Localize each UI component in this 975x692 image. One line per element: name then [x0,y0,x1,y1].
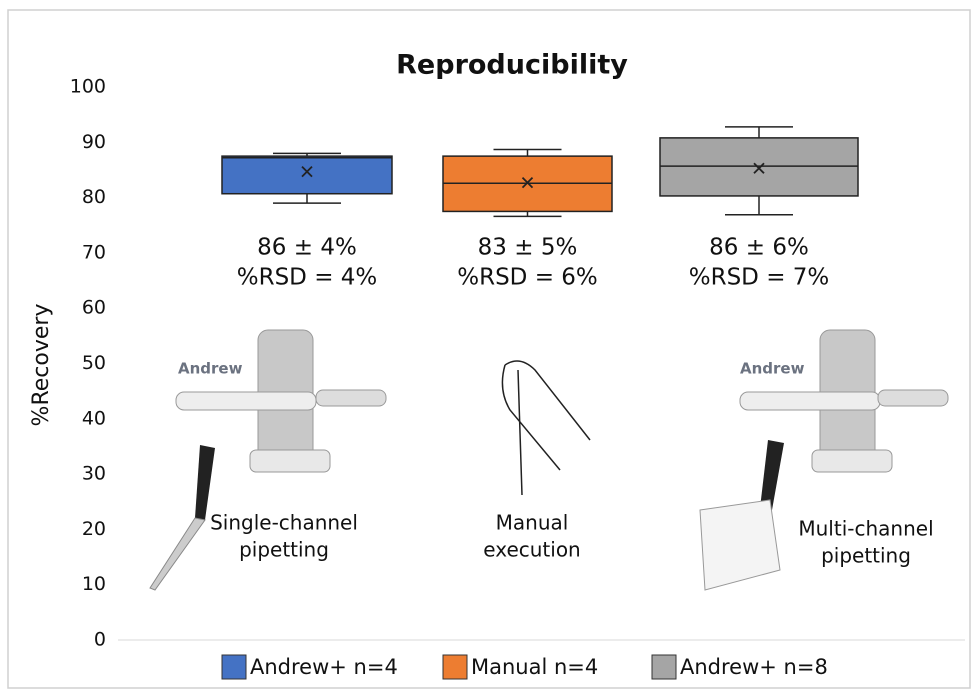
y-tick-label: 20 [82,518,106,540]
caption: Multi-channel [798,517,933,541]
caption: execution [483,538,580,562]
y-tick-label: 90 [82,131,106,153]
y-axis-label: %Recovery [29,304,54,427]
y-tick-label: 0 [94,629,106,651]
y-tick-label: 10 [82,573,106,595]
logo-text: Andrew [178,360,243,378]
y-tick-label: 60 [82,297,106,319]
legend-label: Andrew+ n=4 [250,655,398,679]
chart: Reproducibility %Recovery 0 10 20 30 40 50 60 7… [0,0,975,692]
y-tick-label: 80 [82,186,106,208]
logo-text: Andrew [740,360,805,378]
y-tick-label: 40 [82,407,106,429]
y-tick-label: 50 [82,352,106,374]
stat-annotation: 83 ± 5% [478,235,578,261]
caption: pipetting [821,544,911,568]
caption: Single-channel [210,511,358,535]
legend-swatch [443,655,467,679]
box [660,138,858,196]
stat-annotation: 86 ± 6% [709,235,809,261]
y-tick-label: 100 [70,76,106,98]
box [222,156,392,194]
legend-swatch [222,655,246,679]
legend-swatch [652,655,676,679]
y-tick-label: 70 [82,241,106,263]
caption: pipetting [239,538,329,562]
stat-annotation: %RSD = 4% [237,265,378,291]
hand-pipette [502,361,590,495]
pipette-right [700,440,784,590]
pipette-left [150,445,215,590]
stat-annotation: %RSD = 6% [457,265,598,291]
legend-label: Andrew+ n=8 [680,655,828,679]
caption: Manual [496,511,569,535]
legend-label: Manual n=4 [471,655,598,679]
stat-annotation: 86 ± 4% [257,235,357,261]
y-tick-label: 30 [82,463,106,485]
chart-title: Reproducibility [396,50,628,81]
stat-annotation: %RSD = 7% [689,265,830,291]
